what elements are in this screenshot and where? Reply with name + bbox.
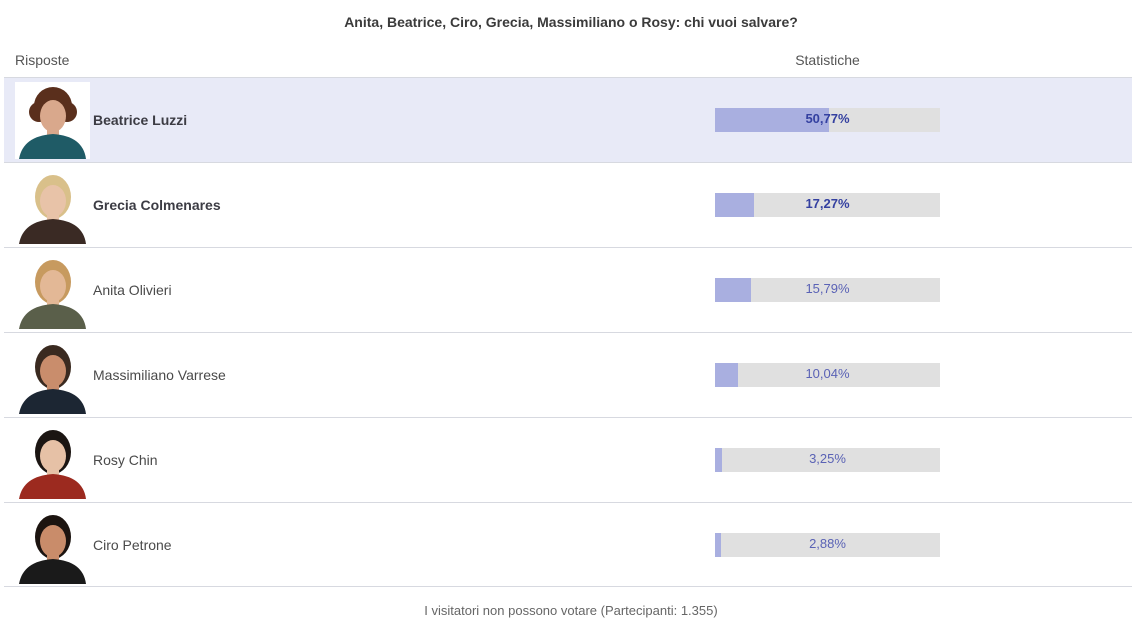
poll-option-row[interactable]: Beatrice Luzzi 50,77% [4, 77, 1132, 162]
result-bar: 3,25% [715, 448, 940, 472]
poll-option-row[interactable]: Massimiliano Varrese 10,04% [4, 332, 1132, 417]
candidate-photo [15, 337, 90, 414]
result-bar: 2,88% [715, 533, 940, 557]
result-bar-fill [715, 108, 830, 132]
participants-note: I visitatori non possono votare (Parteci… [424, 603, 718, 618]
candidate-photo [15, 82, 90, 159]
candidate-name: Anita Olivieri [93, 282, 172, 298]
candidate-name: Massimiliano Varrese [93, 367, 226, 383]
result-percent: 10,04% [805, 366, 850, 381]
candidate-photo [15, 507, 90, 584]
result-bar: 50,77% [715, 108, 940, 132]
result-bar-fill [715, 448, 723, 472]
poll-option-row[interactable]: Ciro Petrone 2,88% [4, 502, 1132, 587]
result-percent: 2,88% [809, 536, 846, 551]
result-bar: 17,27% [715, 193, 940, 217]
result-bar-fill [715, 533, 722, 557]
poll-question: Anita, Beatrice, Ciro, Grecia, Massimili… [344, 14, 798, 30]
result-bar: 10,04% [715, 363, 940, 387]
statistics-column-header: Statistiche [795, 52, 860, 68]
poll-option-row[interactable]: Grecia Colmenares 17,27% [4, 162, 1132, 247]
candidate-photo [15, 422, 90, 499]
poll-option-row[interactable]: Anita Olivieri 15,79% [4, 247, 1132, 332]
result-percent: 50,77% [805, 111, 850, 126]
candidate-name: Grecia Colmenares [93, 197, 221, 213]
poll-option-row[interactable]: Rosy Chin 3,25% [4, 417, 1132, 502]
answers-column-header: Risposte [15, 52, 70, 68]
result-bar-fill [715, 193, 754, 217]
result-bar-fill [715, 278, 751, 302]
result-percent: 15,79% [805, 281, 850, 296]
result-percent: 3,25% [809, 451, 846, 466]
candidate-photo [15, 167, 90, 244]
result-bar: 15,79% [715, 278, 940, 302]
poll-options-list: Beatrice Luzzi 50,77% Grecia Colmenares … [4, 77, 1132, 587]
candidate-photo [15, 252, 90, 329]
result-bar-fill [715, 363, 738, 387]
candidate-name: Beatrice Luzzi [93, 112, 188, 128]
candidate-name: Ciro Petrone [93, 537, 172, 553]
result-percent: 17,27% [805, 196, 850, 211]
candidate-name: Rosy Chin [93, 452, 158, 468]
